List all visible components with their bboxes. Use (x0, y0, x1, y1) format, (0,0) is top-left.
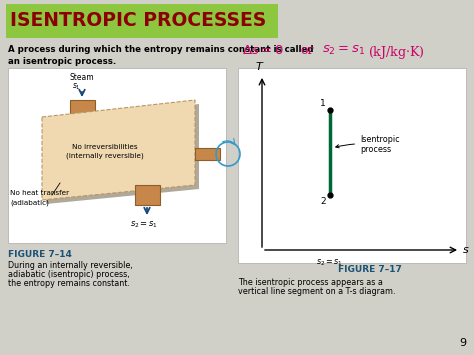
Text: (internally reversible): (internally reversible) (66, 153, 144, 159)
Text: 2: 2 (320, 197, 326, 206)
Text: an isentropic process.: an isentropic process. (8, 57, 116, 66)
Text: adiabatic (isentropic) process,: adiabatic (isentropic) process, (8, 270, 129, 279)
Polygon shape (42, 100, 195, 200)
Text: T: T (255, 62, 263, 72)
Text: $\Delta s = 0$: $\Delta s = 0$ (242, 44, 284, 57)
Text: or: or (300, 44, 313, 57)
Text: No irreversibilities: No irreversibilities (72, 144, 138, 150)
Text: 1: 1 (320, 99, 326, 108)
Text: the entropy remains constant.: the entropy remains constant. (8, 279, 130, 288)
Text: A process during which the entropy remains constant is called: A process during which the entropy remai… (8, 45, 313, 54)
Text: $s_2 = s_1$: $s_2 = s_1$ (317, 258, 344, 268)
Bar (238, 68, 466, 263)
Bar (135, 185, 160, 205)
Text: $s_2 = s_1$: $s_2 = s_1$ (322, 44, 365, 57)
Text: During an internally reversible,: During an internally reversible, (8, 261, 133, 270)
Text: (adiabatic): (adiabatic) (10, 199, 49, 206)
Text: 9: 9 (459, 338, 466, 348)
Text: $s_2 = s_1$: $s_2 = s_1$ (130, 220, 158, 230)
Text: No heat transfer: No heat transfer (10, 190, 69, 196)
Bar (6, 4, 278, 38)
Text: vertical line segment on a T-s diagram.: vertical line segment on a T-s diagram. (238, 287, 395, 296)
Text: ISENTROPIC PROCESSES: ISENTROPIC PROCESSES (10, 11, 266, 31)
Text: The isentropic process appears as a: The isentropic process appears as a (238, 278, 383, 287)
Text: FIGURE 7–17: FIGURE 7–17 (338, 265, 402, 274)
Bar (70, 100, 95, 120)
Text: Isentropic
process: Isentropic process (336, 135, 400, 154)
Bar (8, 68, 226, 243)
Polygon shape (46, 104, 199, 204)
Text: s: s (463, 245, 469, 255)
Text: (kJ/kg$\cdot$K): (kJ/kg$\cdot$K) (368, 44, 425, 61)
Bar (195, 148, 220, 160)
Text: $s_1$: $s_1$ (72, 81, 81, 92)
Text: FIGURE 7–14: FIGURE 7–14 (8, 250, 72, 259)
Text: Steam: Steam (70, 73, 95, 82)
